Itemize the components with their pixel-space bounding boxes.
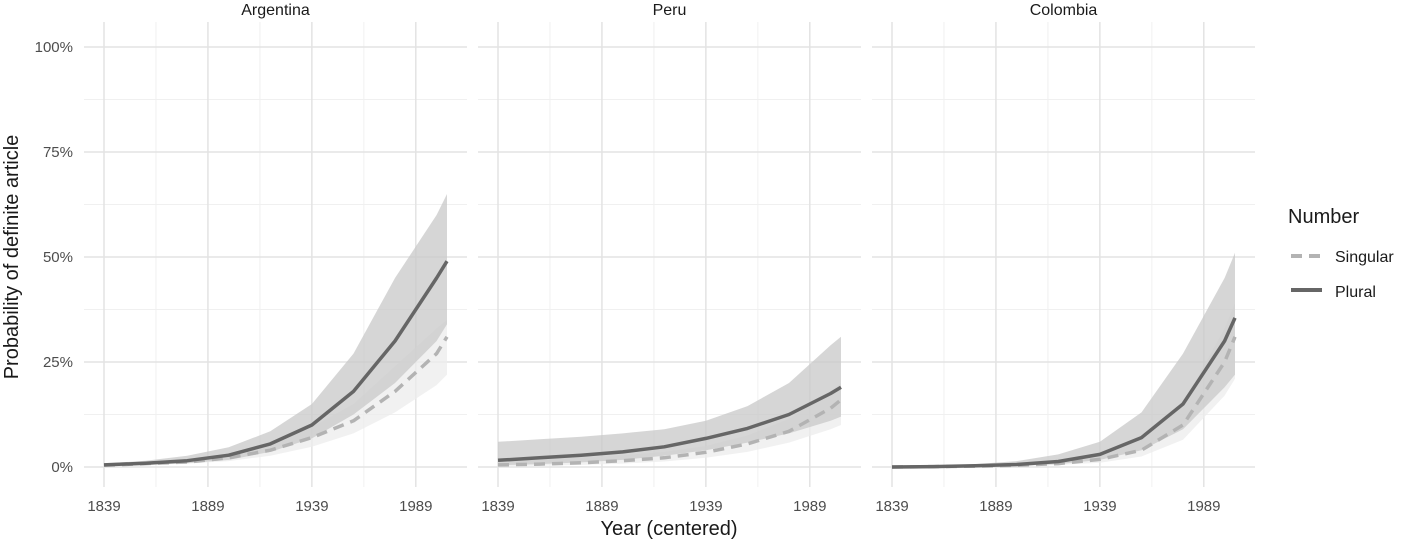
x-tick-label: 1939 [689, 498, 722, 515]
y-tick-label: 100% [35, 39, 73, 56]
series-line-plural [103, 260, 449, 467]
confidence-band-plural [498, 336, 841, 466]
x-tick-label: 1889 [585, 498, 618, 515]
confidence-band-plural [892, 252, 1235, 467]
x-axis-title: Year (centered) [600, 518, 737, 540]
y-tick-label: 25% [43, 354, 73, 371]
x-tick-label: 1889 [979, 498, 1012, 515]
x-tick-label: 1839 [87, 498, 120, 515]
panel-argentina: 1839 1889 1939 1989 Argentina [84, 2, 467, 515]
y-axis: 0% 25% 50% 75% 100% [35, 39, 73, 476]
series-line-singular [497, 398, 843, 467]
legend-label-plural: Plural [1335, 284, 1376, 301]
x-tick-label: 1989 [1187, 498, 1220, 515]
x-tick-label: 1939 [1083, 498, 1116, 515]
x-tick-label: 1839 [875, 498, 908, 515]
x-tick-label: 1989 [399, 498, 432, 515]
panel-title: Colombia [1030, 2, 1098, 19]
series-line-plural [891, 317, 1237, 469]
x-tick-label: 1939 [295, 498, 328, 515]
confidence-band-singular [104, 320, 447, 466]
legend: Number Singular Plural [1288, 206, 1394, 301]
chart-panels: 1839 1889 1939 1989 Argentina 1839 1889 1939 198… [84, 2, 1255, 515]
legend-label-singular: Singular [1335, 249, 1394, 266]
panel-peru: 1839 1889 1939 1989 Peru [478, 2, 861, 515]
confidence-band-plural [104, 194, 447, 466]
y-axis-title: Probability of definite article [1, 135, 23, 380]
panel-background [84, 22, 467, 487]
panel-title: Peru [653, 2, 687, 19]
y-tick-label: 75% [43, 144, 73, 161]
legend-title: Number [1288, 206, 1359, 228]
x-tick-label: 1889 [191, 498, 224, 515]
series-line-plural [497, 385, 842, 463]
y-tick-label: 0% [51, 459, 73, 476]
panel-title: Argentina [241, 2, 310, 19]
panel-colombia: 1839 1889 1939 1989 Colombia [872, 2, 1255, 515]
y-tick-label: 50% [43, 249, 73, 266]
confidence-band-singular [498, 383, 841, 467]
x-tick-label: 1839 [481, 498, 514, 515]
x-tick-label: 1989 [793, 498, 826, 515]
